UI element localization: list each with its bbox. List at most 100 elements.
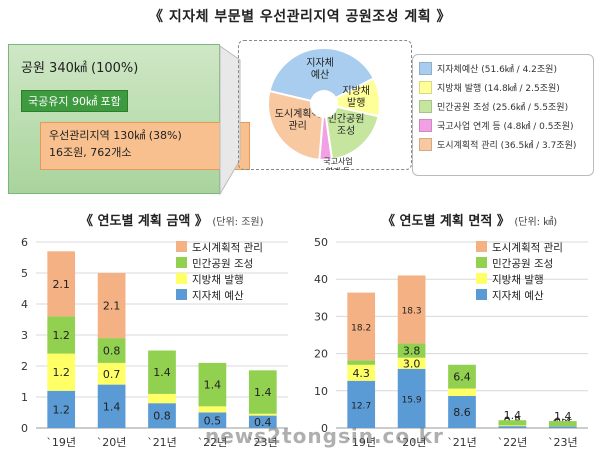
- amount-chart-title-text: 《 연도별 계획 금액 》: [80, 214, 208, 229]
- legend-swatch: [419, 100, 432, 113]
- bar-segment: [148, 403, 176, 428]
- y-tick-label: 5: [21, 267, 28, 280]
- y-tick-label: 30: [314, 310, 328, 323]
- bar-value-label: 1.2: [52, 366, 70, 379]
- bar-segment: [397, 368, 426, 428]
- bar-value-label: 0.8: [153, 410, 171, 423]
- bar-value-label: 3.0: [403, 357, 421, 370]
- y-tick-label: 10: [314, 385, 328, 398]
- pie-legend: 지자체예산 (51.6㎢ / 4.2조원) 지방채 발행 (14.8㎢ / 2.5…: [412, 54, 594, 176]
- y-tick-label: 50: [314, 236, 328, 249]
- bar-value-label: 0.8: [103, 345, 121, 358]
- pie-center-hole: [310, 90, 338, 118]
- bar-value-label: 1.4: [204, 379, 222, 392]
- bar-segment: [97, 338, 126, 363]
- area-chart-title: 《 연도별 계획 면적 》 (단위: ㎢): [382, 210, 557, 229]
- legend-label: 지자체 예산: [492, 289, 544, 302]
- bar-value-label: 18.2: [351, 323, 371, 333]
- bar-segment: [248, 415, 277, 428]
- bar-segment: [148, 393, 176, 404]
- pie-slice-label: 지자체 예산: [306, 57, 334, 81]
- bar-segment: [148, 350, 176, 394]
- x-tick-label: `21년: [447, 436, 477, 449]
- area-chart-unit: (단위: ㎢): [514, 217, 558, 228]
- y-tick-label: 2: [21, 360, 28, 373]
- y-tick-label: 6: [21, 236, 28, 249]
- legend-swatch: [419, 119, 432, 132]
- legend-swatch: [476, 257, 487, 268]
- bar-segment: [198, 362, 227, 407]
- bar-segment: [47, 390, 76, 428]
- amount-chart-title: 《 연도별 계획 금액 》 (단위: 조원): [80, 210, 264, 229]
- y-tick-label: 1: [21, 391, 28, 404]
- bar-segment: [548, 426, 577, 428]
- bar-segment: [198, 412, 227, 428]
- pie-callout-frame: [238, 40, 412, 170]
- legend-label: 도시계획적 관리: [192, 242, 263, 254]
- legend-swatch: [419, 81, 432, 94]
- bar-segment: [47, 353, 76, 391]
- bar-value-label: 1.2: [52, 329, 70, 342]
- legend-label: 민간공원 조성: [192, 258, 253, 270]
- x-tick-label: `19년: [46, 436, 76, 449]
- legend-label: 지자체 예산: [192, 289, 244, 302]
- bar-value-label: 1.4: [504, 409, 522, 422]
- legend-label: 지방채 발행: [492, 274, 544, 286]
- pie-legend-item: 도시계획적 관리 (36.5㎢ / 3.7조원): [419, 135, 587, 154]
- legend-swatch: [176, 257, 187, 268]
- bar-segment: [347, 364, 376, 381]
- bar-segment: [498, 426, 527, 428]
- legend-text: 지자체예산 (51.6㎢ / 4.2조원): [437, 65, 557, 75]
- bar-value-label: 1.2: [52, 403, 70, 416]
- park-total-label: 공원 340㎢ (100%): [21, 61, 139, 76]
- legend-swatch: [476, 273, 487, 284]
- x-tick-label: `20년: [97, 436, 127, 449]
- watermark: news2tongsin.co.kr: [205, 424, 444, 448]
- pie-slice-label: 민간공원 조성: [328, 113, 365, 137]
- legend-swatch: [176, 273, 187, 284]
- bar-segment: [248, 370, 277, 414]
- pie-slice-2: [322, 102, 380, 161]
- legend-swatch: [476, 241, 487, 252]
- y-tick-label: 0: [321, 422, 328, 435]
- pie-legend-item: 지방채 발행 (14.8㎢ / 2.5조원): [419, 78, 587, 97]
- legend-label: 도시계획적 관리: [492, 242, 563, 254]
- bar-value-label: 8.6: [453, 406, 471, 419]
- amount-bar-chart: 0 1 2 3 4 5 6 1.2 1.2 1.2 2.1 `19년 1.4 0.7 0.8 2.1 `20년 0…: [21, 236, 288, 449]
- priority-area-line2: 16조원, 762개소: [49, 146, 132, 159]
- pie-slice-0: [268, 47, 376, 106]
- bar-segment: [97, 273, 126, 339]
- legend-text: 도시계획적 관리 (36.5㎢ / 3.7조원): [437, 141, 577, 151]
- bar-segment: [347, 380, 376, 428]
- legend-swatch: [176, 241, 187, 252]
- bar-segment: [498, 420, 527, 426]
- bar-value-label: 1.4: [554, 410, 572, 423]
- y-tick-label: 20: [314, 348, 328, 361]
- bar-value-label: 6.4: [453, 371, 471, 384]
- bar-segment: [448, 396, 476, 428]
- bar-segment: [198, 406, 227, 413]
- pie-slice-label: 지방채 발행: [342, 85, 370, 109]
- x-tick-label: `23년: [248, 436, 278, 449]
- bar-segment: [347, 292, 376, 361]
- bar-segment: [448, 388, 476, 397]
- y-tick-label: 3: [21, 329, 28, 342]
- x-tick-label: `22년: [198, 436, 228, 449]
- national-land-badge: 국공유지 90㎢ 포함: [21, 90, 128, 112]
- bar-value-label: 1.4: [153, 366, 171, 379]
- pie-legend-item: 국고사업 연계 등 (4.8㎢ / 0.5조원): [419, 116, 587, 135]
- bar-segment: [397, 343, 426, 358]
- bar-value-label: 0.7: [103, 368, 121, 381]
- bar-segment: [97, 384, 126, 428]
- y-tick-label: 0: [21, 422, 28, 435]
- bar-value-label: 1.4: [103, 400, 121, 413]
- legend-label: 민간공원 조성: [492, 258, 553, 270]
- legend-swatch: [419, 62, 432, 75]
- bar-segment: [47, 251, 76, 317]
- legend-swatch: [419, 138, 432, 151]
- legend-swatch: [476, 289, 487, 300]
- bar-value-label: 3.8: [403, 345, 421, 358]
- y-tick-label: 4: [21, 298, 28, 311]
- x-tick-label: `22년: [498, 436, 528, 449]
